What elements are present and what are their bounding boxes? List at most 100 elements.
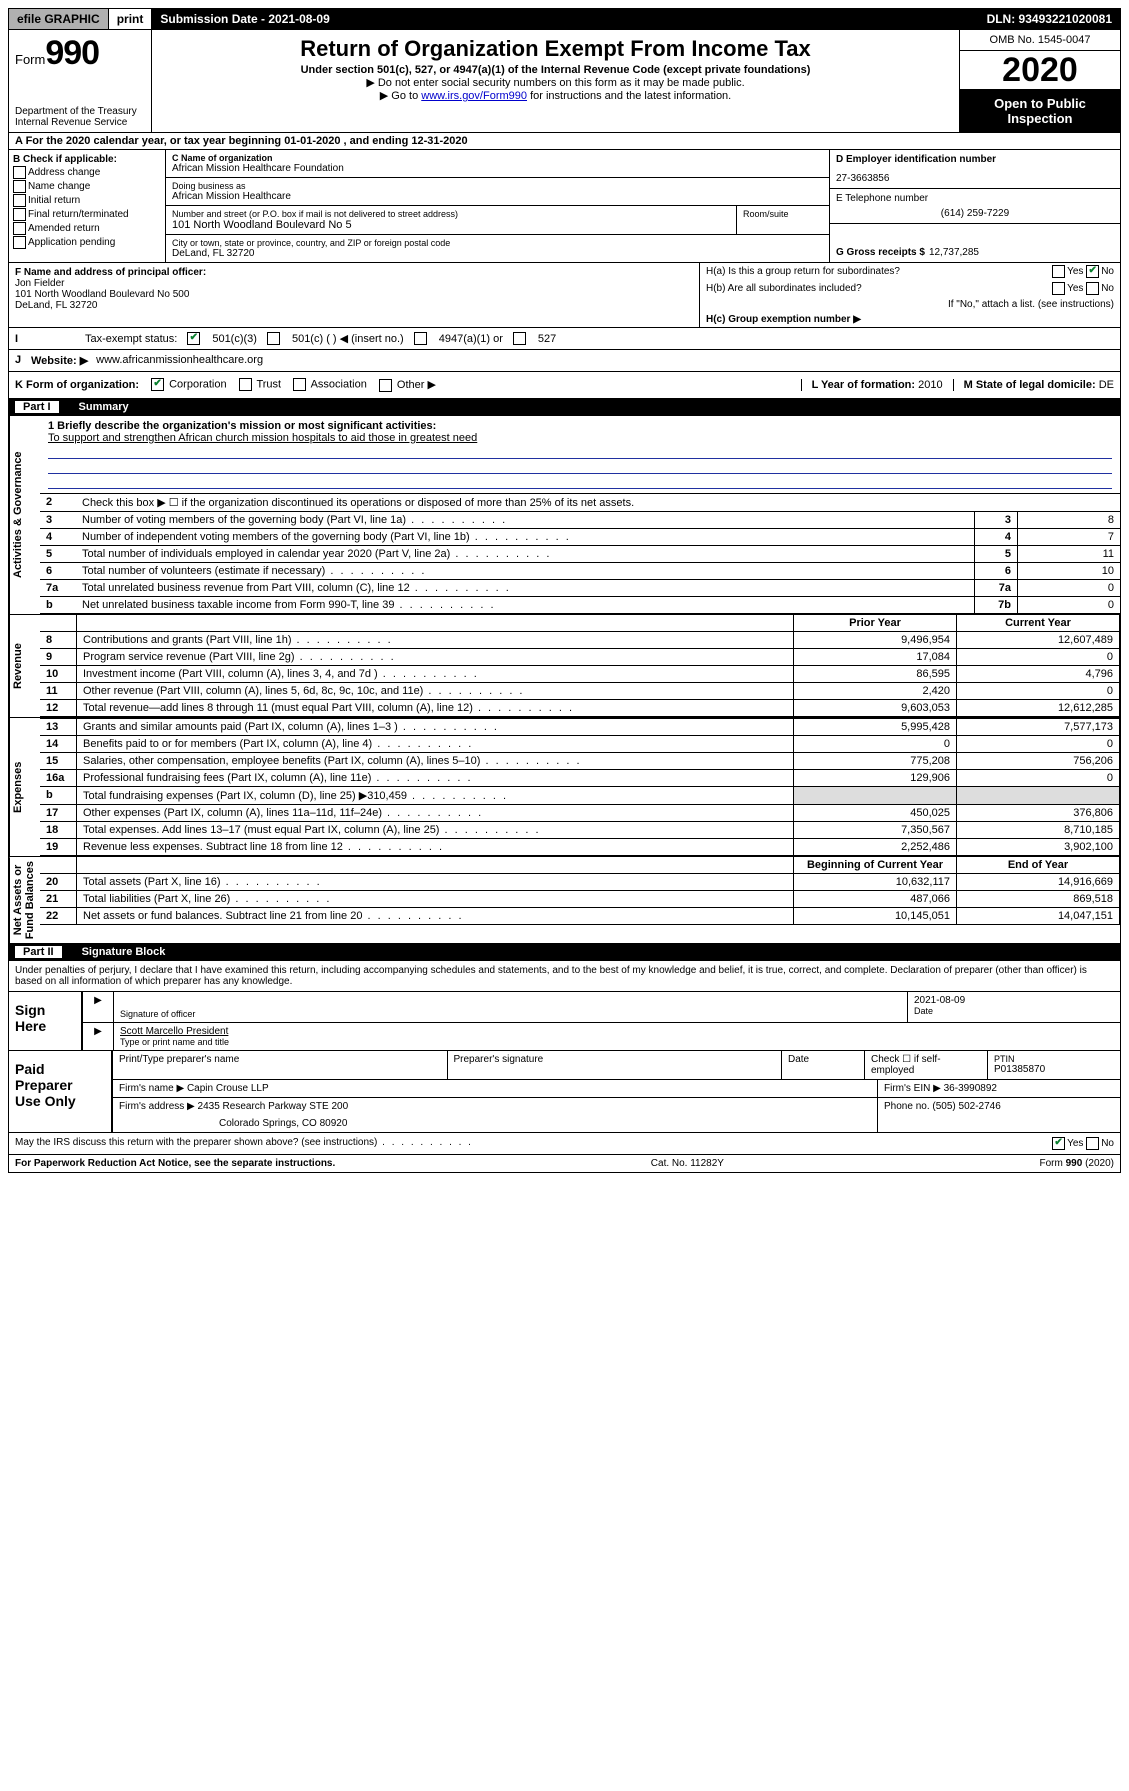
tab-revenue: Revenue — [9, 615, 40, 717]
data-row: 8Contributions and grants (Part VIII, li… — [40, 631, 1120, 648]
ha-label: H(a) Is this a group return for subordin… — [706, 266, 900, 277]
irs-link[interactable]: www.irs.gov/Form990 — [421, 90, 527, 102]
cb-corp[interactable] — [151, 378, 164, 391]
data-row: 14Benefits paid to or for members (Part … — [40, 735, 1120, 752]
h-b-note: If "No," attach a list. (see instruction… — [700, 297, 1120, 312]
form-prefix: Form — [15, 52, 45, 67]
org-name: African Mission Healthcare Foundation — [172, 163, 823, 174]
dba-cell: Doing business as African Mission Health… — [166, 178, 829, 206]
gross-value: 12,737,285 — [929, 247, 979, 258]
discuss-yesno: Yes No — [1052, 1137, 1114, 1150]
cb-address-change[interactable]: Address change — [13, 166, 161, 179]
cb-501c3[interactable] — [187, 332, 200, 345]
phone-cell: E Telephone number (614) 259-7229 — [830, 189, 1120, 224]
row-j: J Website: ▶ www.africanmissionhealthcar… — [8, 350, 1121, 372]
efile-label: efile GRAPHIC — [9, 9, 109, 29]
ag-table: 2Check this box ▶ ☐ if the organization … — [40, 494, 1120, 614]
city-label: City or town, state or province, country… — [172, 238, 823, 248]
ein-label: D Employer identification number — [836, 154, 1114, 165]
ha-yesno: Yes No — [1052, 265, 1114, 278]
org-name-cell: C Name of organization African Mission H… — [166, 150, 829, 178]
tab-netassets: Net Assets or Fund Balances — [9, 857, 40, 943]
expenses-section: Expenses 13Grants and similar amounts pa… — [8, 718, 1121, 857]
sign-here-right: ▶ Signature of officer 2021-08-09 Date ▶… — [83, 992, 1120, 1050]
data-row: 12Total revenue—add lines 8 through 11 (… — [40, 699, 1120, 716]
part-1-header: Part I Summary — [8, 399, 1121, 416]
footer: For Paperwork Reduction Act Notice, see … — [8, 1155, 1121, 1173]
phone-value: (614) 259-7229 — [836, 208, 1114, 219]
paid-row-3: Firm's address ▶ 2435 Research Parkway S… — [113, 1098, 1120, 1132]
cb-other[interactable] — [379, 379, 392, 392]
open-public: Open to Public Inspection — [960, 90, 1120, 132]
h-b: H(b) Are all subordinates included? Yes … — [700, 280, 1120, 297]
sig-name-cell: Scott Marcello President Type or print n… — [114, 1023, 1120, 1050]
data-row: 20Total assets (Part X, line 16)10,632,1… — [40, 873, 1120, 890]
cb-name-change[interactable]: Name change — [13, 180, 161, 193]
revenue-section: Revenue Prior YearCurrent Year8Contribut… — [8, 615, 1121, 718]
part-2-title: Signature Block — [82, 946, 166, 958]
sig-officer-cell: Signature of officer — [114, 992, 908, 1022]
col-f: F Name and address of principal officer:… — [9, 263, 699, 327]
cb-amended-return[interactable]: Amended return — [13, 222, 161, 235]
part-2-header: Part II Signature Block — [8, 944, 1121, 961]
data-row: 9Program service revenue (Part VIII, lin… — [40, 648, 1120, 665]
print-button[interactable]: print — [109, 9, 153, 29]
preparer-date-label: Date — [782, 1051, 865, 1079]
omb-number: OMB No. 1545-0047 — [960, 30, 1120, 51]
data-row: bTotal fundraising expenses (Part IX, co… — [40, 786, 1120, 804]
cb-527[interactable] — [513, 332, 526, 345]
data-row: 18Total expenses. Add lines 13–17 (must … — [40, 821, 1120, 838]
block-fh: F Name and address of principal officer:… — [8, 263, 1121, 328]
form-subtitle: Under section 501(c), 527, or 4947(a)(1)… — [160, 64, 951, 76]
gross-label: G Gross receipts $ — [836, 247, 925, 258]
header-left: Form990 Department of the Treasury Inter… — [9, 30, 152, 132]
ag-row: 2Check this box ▶ ☐ if the organization … — [40, 494, 1120, 512]
ag-row: 3Number of voting members of the governi… — [40, 511, 1120, 528]
paid-preparer-block: Paid Preparer Use Only Print/Type prepar… — [8, 1051, 1121, 1133]
city-cell: City or town, state or province, country… — [166, 235, 829, 262]
cb-4947[interactable] — [414, 332, 427, 345]
row-i: I Tax-exempt status: 501(c)(3) 501(c) ( … — [8, 328, 1121, 350]
form-title: Return of Organization Exempt From Incom… — [160, 36, 951, 62]
header-right: OMB No. 1545-0047 2020 Open to Public In… — [959, 30, 1120, 132]
street-address: 101 North Woodland Boulevard No 5 — [172, 219, 730, 231]
form-note-2: ▶ Go to www.irs.gov/Form990 for instruct… — [160, 89, 951, 102]
mission-line-2 — [48, 444, 1112, 459]
cb-initial-return[interactable]: Initial return — [13, 194, 161, 207]
col-b: B Check if applicable: Address change Na… — [9, 150, 166, 262]
department-label: Department of the Treasury Internal Reve… — [15, 106, 145, 128]
na-body: Beginning of Current YearEnd of Year20To… — [40, 857, 1120, 943]
part-1-num: Part I — [15, 401, 59, 413]
data-row: 19Revenue less expenses. Subtract line 1… — [40, 838, 1120, 855]
year-formation: L Year of formation: 2010 — [801, 379, 943, 391]
ag-row: bNet unrelated business taxable income f… — [40, 596, 1120, 613]
sign-here-label: Sign Here — [9, 992, 83, 1050]
sign-here-block: Sign Here ▶ Signature of officer 2021-08… — [8, 992, 1121, 1051]
gross-cell: G Gross receipts $ 12,737,285 — [830, 224, 1120, 262]
data-row: 17Other expenses (Part IX, column (A), l… — [40, 804, 1120, 821]
paid-right: Print/Type preparer's name Preparer's si… — [113, 1051, 1120, 1132]
mission-label: 1 Briefly describe the organization's mi… — [48, 420, 1112, 432]
cb-final-return[interactable]: Final return/terminated — [13, 208, 161, 221]
cb-application-pending[interactable]: Application pending — [13, 236, 161, 249]
hb-yesno: Yes No — [1052, 282, 1114, 295]
dba-label: Doing business as — [172, 181, 823, 191]
footer-right: Form 990 (2020) — [1040, 1158, 1115, 1169]
discuss-row: May the IRS discuss this return with the… — [8, 1133, 1121, 1155]
ag-body: 1 Briefly describe the organization's mi… — [40, 416, 1120, 614]
mission-text: To support and strengthen African church… — [48, 432, 1112, 444]
exp-table: 13Grants and similar amounts paid (Part … — [40, 718, 1120, 856]
cb-assoc[interactable] — [293, 378, 306, 391]
cb-trust[interactable] — [239, 378, 252, 391]
ag-row: 4Number of independent voting members of… — [40, 528, 1120, 545]
part-1-title: Summary — [79, 401, 129, 413]
signature-declaration: Under penalties of perjury, I declare th… — [8, 961, 1121, 992]
mission-line-3 — [48, 459, 1112, 474]
sig-date: 2021-08-09 — [914, 995, 1114, 1006]
phone-label: E Telephone number — [836, 193, 1114, 204]
firm-addr2: Colorado Springs, CO 80920 — [219, 1118, 871, 1129]
rev-table: Prior YearCurrent Year8Contributions and… — [40, 615, 1120, 717]
cb-501c[interactable] — [267, 332, 280, 345]
ag-row: 6Total number of volunteers (estimate if… — [40, 562, 1120, 579]
data-row: 11Other revenue (Part VIII, column (A), … — [40, 682, 1120, 699]
